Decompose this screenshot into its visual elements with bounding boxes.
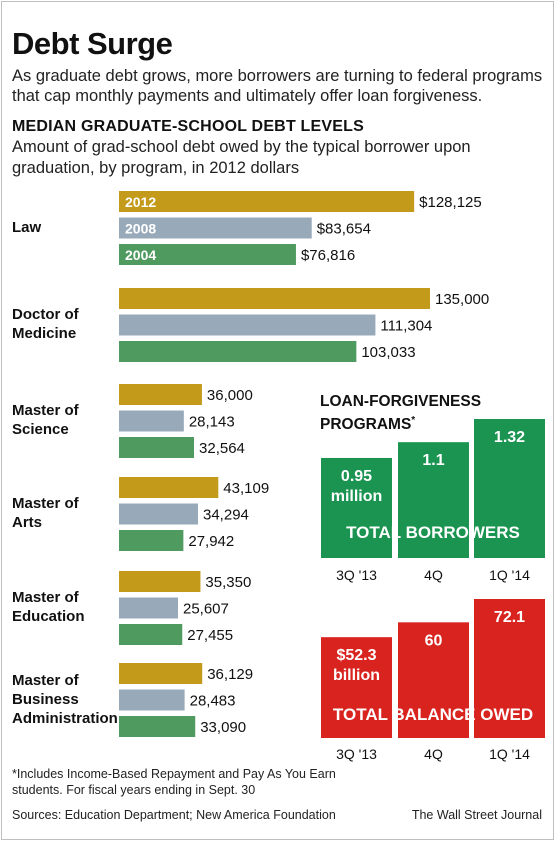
category-label-line: Business (12, 690, 79, 708)
data-label: 111,304 (380, 318, 432, 335)
category-label-line: Master of (12, 402, 79, 419)
bar-2012 (119, 191, 415, 212)
data-label: 28,483 (190, 693, 236, 710)
debt-chart-subtitle: Amount of grad-school debt owed by the t… (12, 138, 471, 177)
data-label: $83,654 (317, 221, 371, 238)
category-label-line: Administration (12, 709, 118, 727)
bar-2012 (119, 477, 219, 498)
bar-2012 (119, 288, 430, 309)
graphic-title: Debt Surge (12, 26, 173, 61)
bar-2004 (119, 716, 196, 737)
category-label-line: Doctor of (12, 306, 79, 323)
bar-value-label: 60 (425, 632, 443, 649)
series-name-label: TOTAL BALANCE OWED (333, 705, 533, 724)
series-name-label: TOTAL BORROWERS (346, 523, 520, 542)
data-label: 27,942 (188, 533, 234, 550)
data-label: 36,129 (207, 666, 253, 683)
bar-2008 (119, 217, 312, 239)
x-tick-label: 1Q '14 (489, 746, 530, 762)
data-label: 28,143 (189, 414, 235, 431)
loan-forgiveness-asterisk: * (411, 415, 416, 426)
data-label: 34,294 (203, 507, 249, 524)
bar-2004 (119, 341, 357, 362)
bar-total-balance-owed (474, 599, 545, 738)
footnote: *Includes Income-Based Repayment and Pay… (12, 767, 336, 797)
category-label-line: Science (12, 421, 69, 438)
loan-forgiveness-title-line2: PROGRAMS (320, 416, 412, 434)
bar-2004 (119, 244, 296, 265)
category-label-line: Master of (12, 671, 79, 689)
x-tick-label: 3Q '13 (336, 746, 377, 762)
x-tick-label: 4Q (424, 567, 443, 583)
data-label: 25,607 (183, 601, 229, 618)
category-label: Master of Science (12, 401, 79, 439)
category-label-line: Master of (12, 589, 79, 606)
bar-value-label: 0.95 (341, 468, 372, 485)
x-tick-label: 1Q '14 (489, 567, 530, 583)
bar-2008 (119, 597, 178, 619)
category-label: Master of Education (12, 588, 85, 626)
bar-value-label: 1.1 (422, 452, 444, 469)
debt-chart-title: MEDIAN GRADUATE-SCHOOL DEBT LEVELS (12, 118, 364, 135)
bar-2008 (119, 314, 376, 336)
bar-unit-label: billion (333, 667, 380, 684)
bar-2008 (119, 689, 185, 711)
data-label: 43,109 (223, 480, 269, 497)
data-label: 32,564 (199, 440, 245, 457)
data-label: 35,350 (205, 574, 251, 591)
data-label: 27,455 (187, 627, 233, 644)
data-label: 36,000 (207, 387, 253, 404)
data-label: $76,816 (301, 247, 355, 264)
data-label: $128,125 (419, 194, 482, 211)
legend-label-2008: 2008 (125, 221, 156, 237)
graphic-subtitle: As graduate debt grows, more borrowers a… (12, 67, 543, 105)
loan-forgiveness-title: LOAN-FORGIVENESS PROGRAMS* (320, 392, 481, 434)
bar-unit-label: million (331, 488, 383, 505)
data-label: 135,000 (435, 291, 489, 308)
data-label: 103,033 (361, 344, 415, 361)
bar-value-label: $52.3 (336, 647, 376, 664)
bar-2012 (119, 663, 203, 684)
category-label: Law (12, 218, 41, 237)
data-label: 33,090 (200, 719, 246, 736)
category-label-line: Law (12, 218, 42, 236)
bar-2004 (119, 437, 195, 458)
bar-2004 (119, 624, 183, 645)
x-tick-label: 4Q (424, 746, 443, 762)
bar-2004 (119, 530, 184, 551)
sources-line: Sources: Education Department; New Ameri… (12, 808, 336, 822)
bar-total-borrowers (398, 442, 469, 558)
bar-total-borrowers (321, 457, 392, 558)
credit-line: The Wall Street Journal (411, 808, 542, 822)
bar-2008 (119, 410, 184, 432)
bar-total-balance-owed (321, 637, 392, 738)
bar-value-label: 72.1 (494, 609, 525, 626)
category-label-line: Medicine (12, 325, 77, 342)
bar-2012 (119, 384, 202, 405)
category-label-line: Master of (12, 495, 79, 512)
legend-label-2004: 2004 (125, 247, 156, 263)
bar-total-balance-owed (398, 622, 469, 738)
category-label-line: Arts (12, 514, 43, 531)
category-label: Master of Business Administration (12, 671, 118, 728)
category-label-line: Education (12, 608, 85, 625)
bar-2008 (119, 503, 199, 525)
x-tick-label: 3Q '13 (336, 567, 377, 583)
bar-2012 (119, 571, 201, 592)
loan-forgiveness-title-line1: LOAN-FORGIVENESS (320, 393, 482, 410)
bar-total-borrowers (474, 419, 545, 558)
bar-value-label: 1.32 (494, 429, 525, 446)
category-label: Master of Arts (12, 494, 79, 532)
legend-label-2012: 2012 (125, 194, 156, 210)
category-label: Doctor of Medicine (12, 305, 79, 343)
